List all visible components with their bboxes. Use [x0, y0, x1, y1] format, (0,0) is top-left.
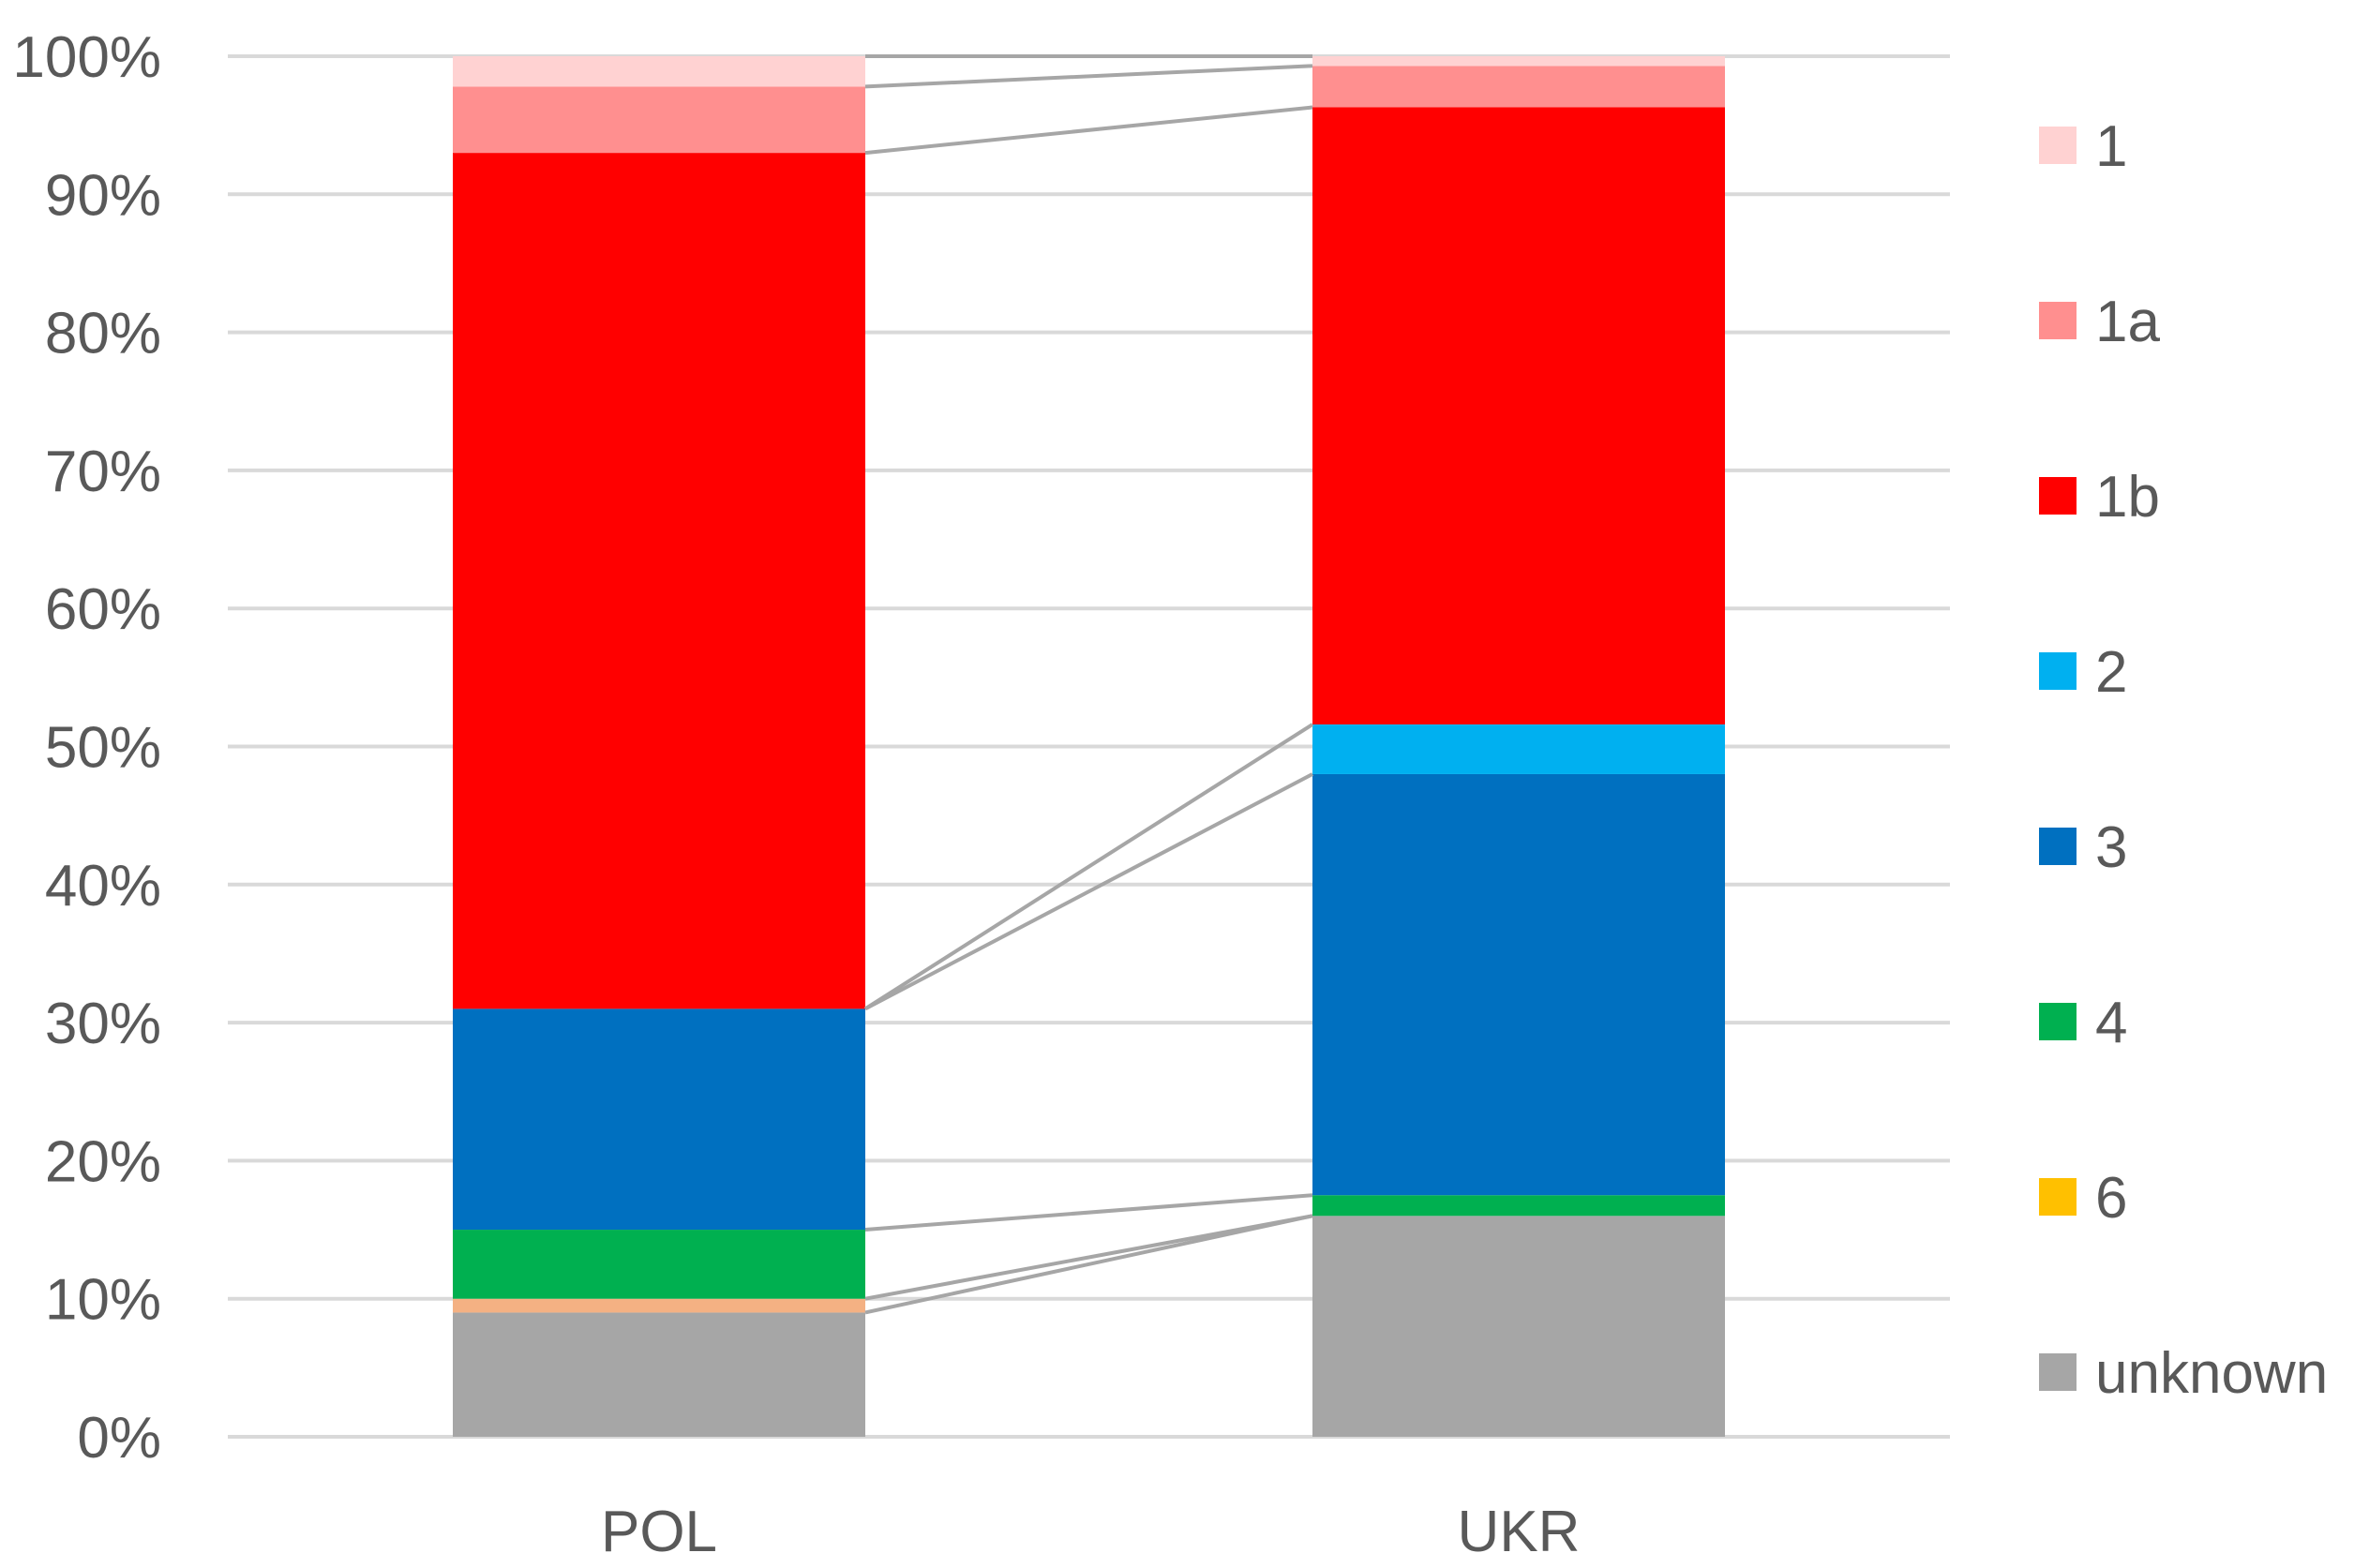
legend-swatch	[2039, 127, 2077, 164]
y-tick-label: 60%	[45, 577, 161, 642]
legend-swatch	[2039, 302, 2077, 339]
legend-label: unknown	[2095, 1341, 2328, 1406]
bar-segment-pol-1b	[453, 153, 865, 1009]
series-line-4	[864, 1193, 1313, 1232]
y-tick-label: 80%	[45, 302, 161, 366]
bar-segment-ukr-2	[1312, 724, 1725, 774]
legend-label: 6	[2095, 1166, 2127, 1231]
x-tick-label: POL	[601, 1500, 717, 1564]
legend-label: 1	[2095, 114, 2127, 179]
bar-segment-ukr-4	[1312, 1195, 1725, 1217]
series-line-3	[864, 772, 1313, 1011]
bar-segment-pol-6	[453, 1298, 865, 1313]
legend-swatch	[2039, 1003, 2077, 1040]
y-tick-label: 50%	[45, 716, 161, 781]
y-tick-label: 10%	[45, 1268, 161, 1333]
series-line-1b	[864, 105, 1313, 156]
legend-label: 3	[2095, 815, 2127, 880]
legend-swatch	[2039, 1178, 2077, 1216]
bar-segment-pol-4	[453, 1230, 865, 1299]
legend-swatch	[2039, 477, 2077, 515]
legend-label: 2	[2095, 640, 2127, 705]
series-line-1a	[864, 64, 1313, 89]
y-tick-label: 20%	[45, 1129, 161, 1194]
bar-segment-pol-3	[453, 1008, 865, 1231]
x-axis-tick-labels: POL UKR	[601, 1500, 1580, 1564]
series-lines	[863, 54, 1314, 1315]
bar-segment-ukr-1a	[1312, 66, 1725, 108]
bar-segment-pol-1a	[453, 86, 865, 154]
legend-label: 1a	[2095, 290, 2160, 354]
y-tick-label: 30%	[45, 992, 161, 1056]
legend-label: 1b	[2095, 465, 2160, 530]
legend: 1 1a 1b 2 3 4 6 unknown	[2039, 114, 2328, 1406]
series-line-2	[863, 723, 1314, 1011]
legend-swatch	[2039, 828, 2077, 865]
series-line-6	[864, 1214, 1313, 1301]
y-axis-tick-labels: 0% 10% 20% 30% 40% 50% 60% 70% 80% 90% 100%	[12, 25, 161, 1471]
legend-label: 4	[2095, 991, 2127, 1055]
bar-segment-pol-1	[453, 56, 865, 87]
legend-swatch	[2039, 1353, 2077, 1391]
series-line-unknown	[864, 1214, 1313, 1315]
bar-segment-ukr-1	[1312, 56, 1725, 67]
y-tick-label: 0%	[77, 1406, 161, 1471]
bars	[453, 56, 1725, 1437]
y-tick-label: 100%	[12, 25, 161, 90]
y-tick-label: 90%	[45, 163, 161, 228]
x-tick-label: UKR	[1458, 1500, 1581, 1564]
bar-segment-pol-unknown	[453, 1312, 865, 1437]
legend-swatch	[2039, 652, 2077, 690]
y-tick-label: 40%	[45, 854, 161, 918]
bar-segment-ukr-3	[1312, 773, 1725, 1196]
bar-segment-ukr-unknown	[1312, 1216, 1725, 1437]
y-tick-label: 70%	[45, 440, 161, 504]
bar-segment-ukr-1b	[1312, 107, 1725, 724]
